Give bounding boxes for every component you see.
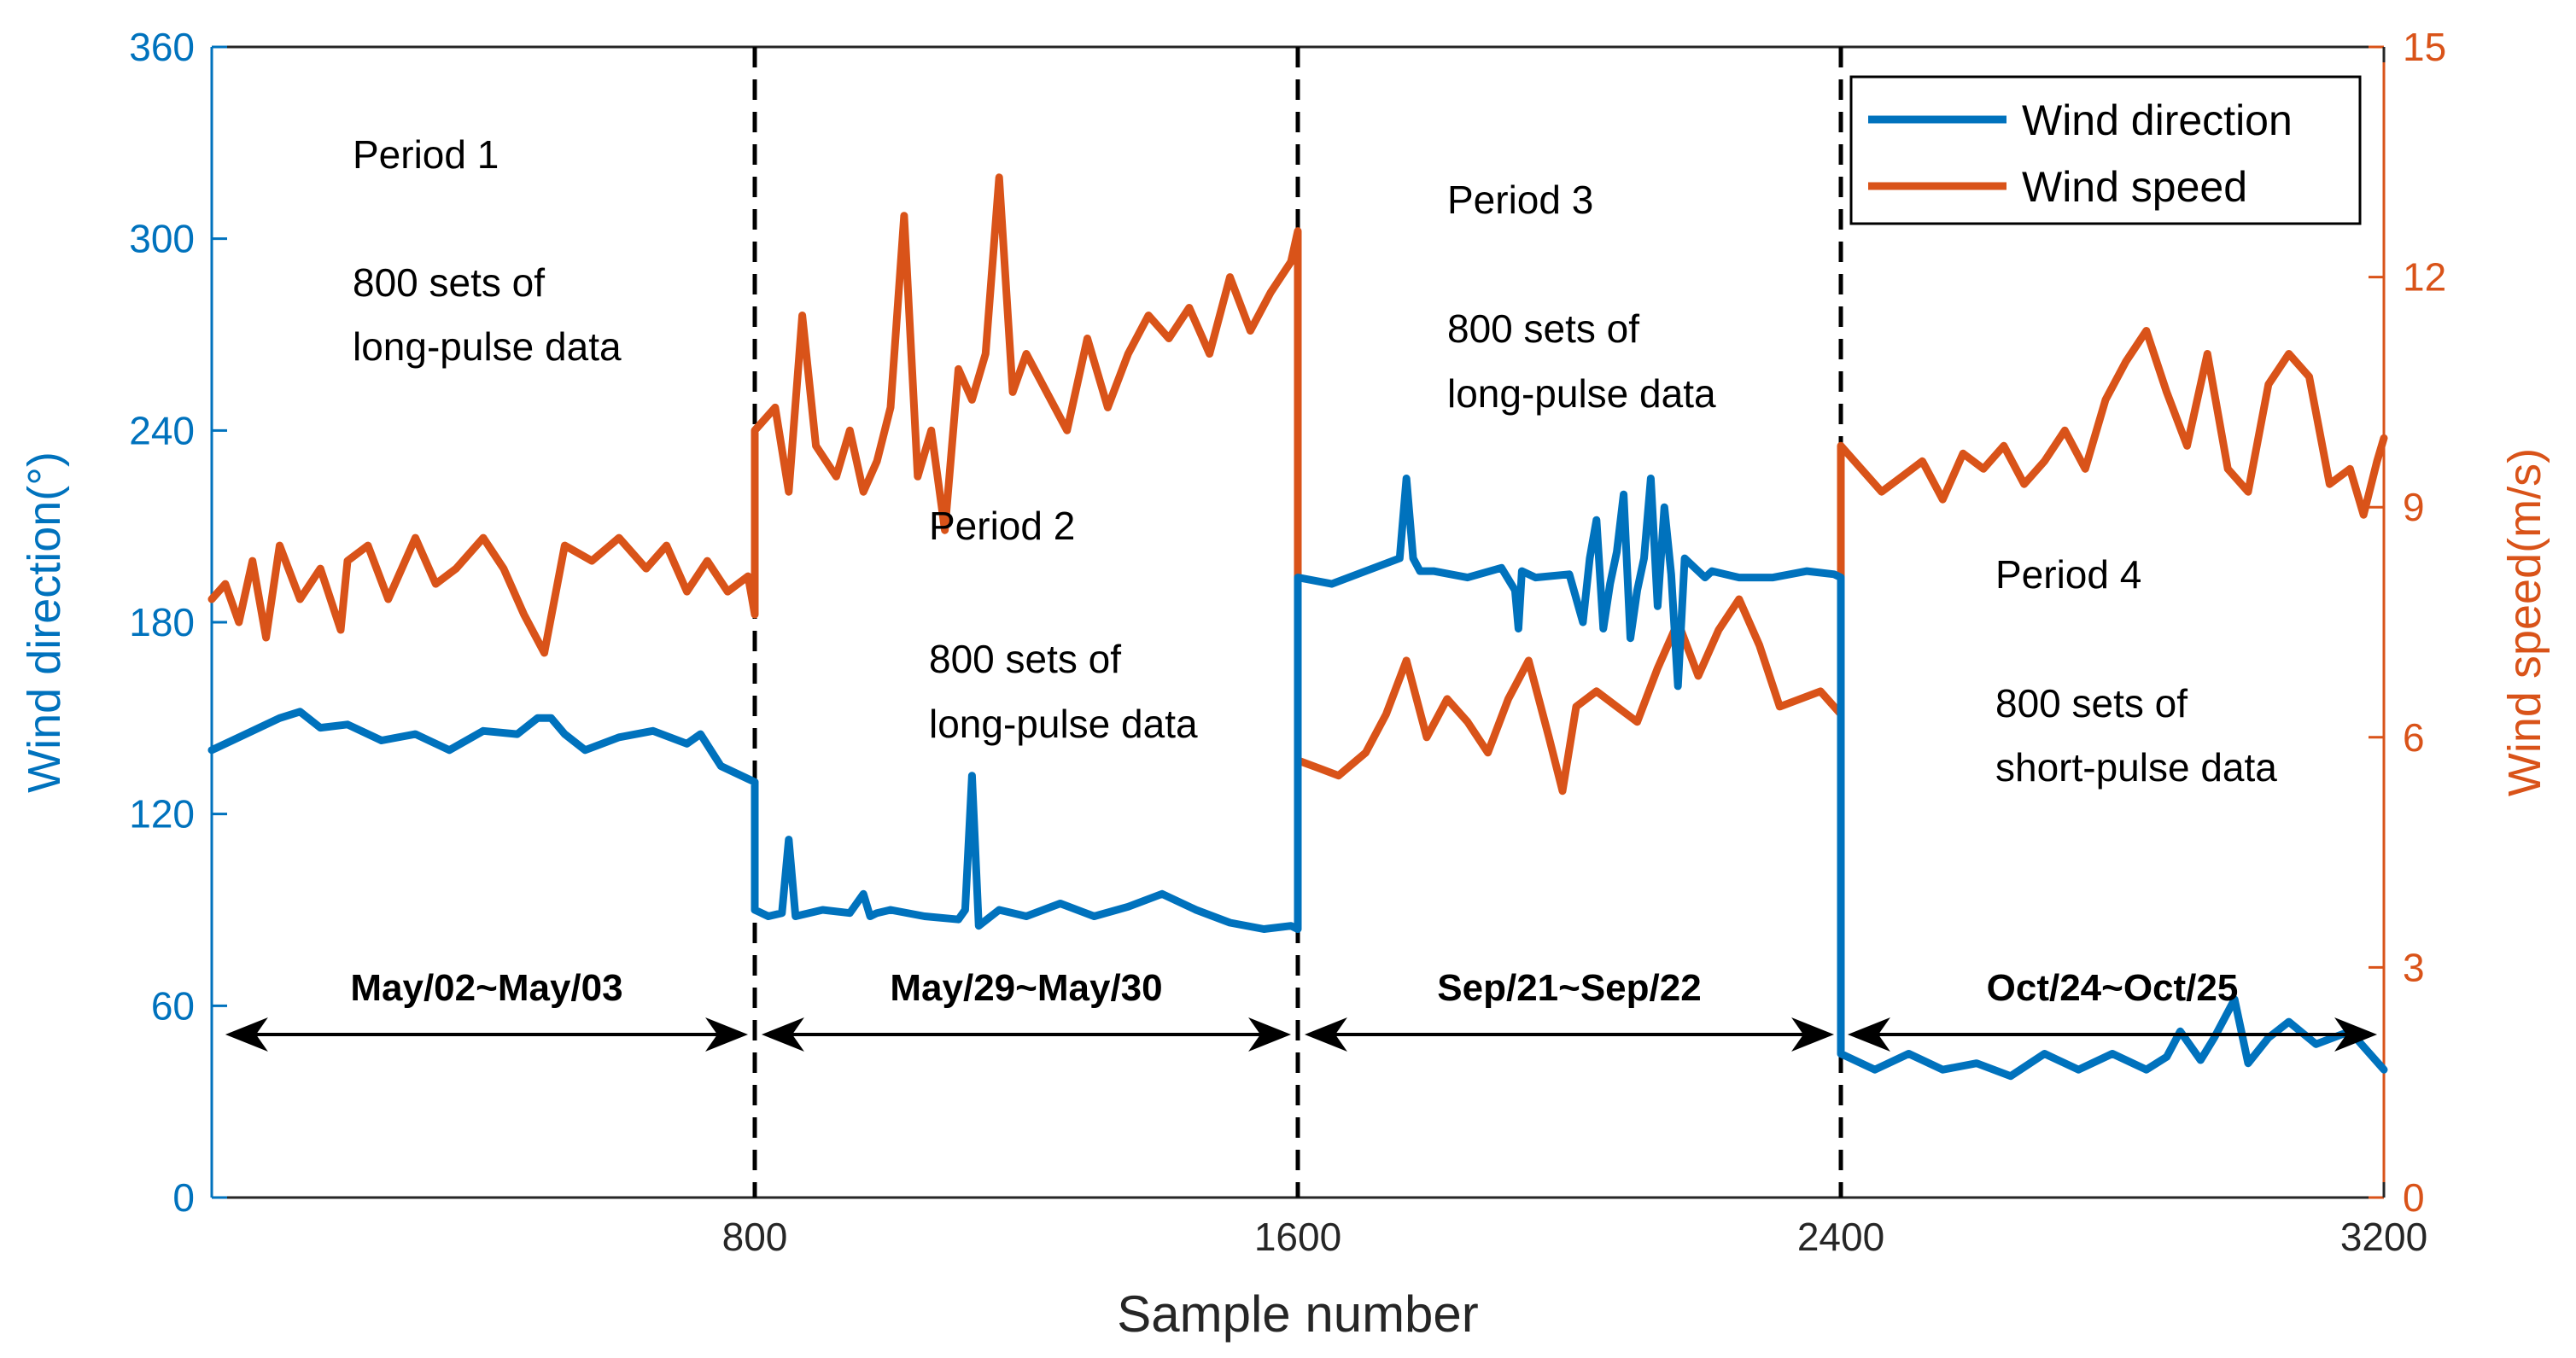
date-arrow-left-head-4 xyxy=(1847,1017,1890,1052)
tick-label-x-1600: 1600 xyxy=(1254,1215,1341,1259)
period-1-title: Period 1 xyxy=(353,132,499,177)
period-2-annotation: Period 2 800 sets of long-pulse data xyxy=(929,504,1198,746)
series-line-wind-direction xyxy=(207,475,2388,1081)
tick-label-x-3200: 3200 xyxy=(2340,1215,2427,1259)
legend-label-wind-direction: Wind direction xyxy=(2022,96,2293,144)
date-range-4: Oct/24~Oct/25 xyxy=(1847,967,2378,1052)
period-2-title: Period 2 xyxy=(929,504,1075,548)
y-axis-label-left: Wind direction(°) xyxy=(19,452,70,793)
legend-label-wind-speed: Wind speed xyxy=(2022,163,2247,211)
period-4-annotation: Period 4 800 sets of short-pulse data xyxy=(1995,552,2277,790)
tick-label-left-120: 120 xyxy=(129,792,195,836)
series-line-wind-speed xyxy=(207,173,2388,796)
tick-label-left-0: 0 xyxy=(172,1175,195,1220)
period-3-line-2: 800 sets of xyxy=(1447,306,1639,351)
tick-label-x-800: 800 xyxy=(722,1215,788,1259)
tick-label-right-0: 0 xyxy=(2403,1175,2425,1220)
tick-label-right-3: 3 xyxy=(2403,945,2425,989)
tick-label-right-15: 15 xyxy=(2403,25,2446,69)
period-3-annotation: Period 3 800 sets of long-pulse data xyxy=(1447,178,1716,416)
x-axis-label: Sample number xyxy=(1117,1285,1479,1343)
tick-label-left-240: 240 xyxy=(129,408,195,452)
period-2-line-3: long-pulse data xyxy=(929,702,1198,746)
legend: Wind direction Wind speed xyxy=(1849,75,2362,225)
date-range-label-3: Sep/21~Sep/22 xyxy=(1437,967,1701,1009)
period-4-line-3: short-pulse data xyxy=(1995,745,2277,790)
date-range-arrows: May/02~May/03 May/29~May/30 Sep/21~Sep/22 O… xyxy=(225,967,2378,1052)
date-arrow-right-head-4 xyxy=(2334,1017,2378,1052)
series-layer xyxy=(207,173,2388,1081)
period-3-title: Period 3 xyxy=(1447,178,1593,222)
y-axis-label-right: Wind speed(m/s) xyxy=(2499,448,2550,796)
date-arrow-left-head-3 xyxy=(1304,1017,1347,1052)
date-range-1: May/02~May/03 xyxy=(225,967,749,1052)
date-arrow-left-head-2 xyxy=(761,1017,804,1052)
period-1-line-3: long-pulse data xyxy=(353,324,622,369)
tick-label-left-360: 360 xyxy=(129,25,195,69)
date-range-label-2: May/29~May/30 xyxy=(890,967,1162,1009)
date-arrow-right-head-3 xyxy=(1791,1017,1835,1052)
tick-label-left-180: 180 xyxy=(129,600,195,644)
tick-label-right-12: 12 xyxy=(2403,255,2446,300)
period-4-line-2: 800 sets of xyxy=(1995,681,2188,726)
period-2-line-2: 800 sets of xyxy=(929,637,1121,681)
date-arrow-right-head-2 xyxy=(1248,1017,1292,1052)
tick-label-x-2400: 2400 xyxy=(1797,1215,1884,1259)
period-1-annotation: Period 1 800 sets of long-pulse data xyxy=(353,132,622,369)
date-arrow-left-head-1 xyxy=(225,1017,268,1052)
date-range-3: Sep/21~Sep/22 xyxy=(1304,967,1835,1052)
period-3-line-3: long-pulse data xyxy=(1447,371,1716,416)
date-range-label-1: May/02~May/03 xyxy=(350,967,622,1009)
period-4-title: Period 4 xyxy=(1995,552,2141,597)
date-arrow-right-head-1 xyxy=(705,1017,749,1052)
date-range-2: May/29~May/30 xyxy=(761,967,1292,1052)
tick-label-right-9: 9 xyxy=(2403,485,2425,529)
tick-label-left-300: 300 xyxy=(129,217,195,261)
legend-box xyxy=(1849,75,2362,225)
axis-ticks: 0 60 120 180 240 300 360 0 3 6 9 12 15 800 1600 2400 320… xyxy=(129,25,2446,1259)
tick-label-right-6: 6 xyxy=(2403,715,2425,760)
date-range-label-4: Oct/24~Oct/25 xyxy=(1987,967,2239,1009)
period-1-line-2: 800 sets of xyxy=(353,260,545,305)
tick-label-left-60: 60 xyxy=(151,983,195,1028)
